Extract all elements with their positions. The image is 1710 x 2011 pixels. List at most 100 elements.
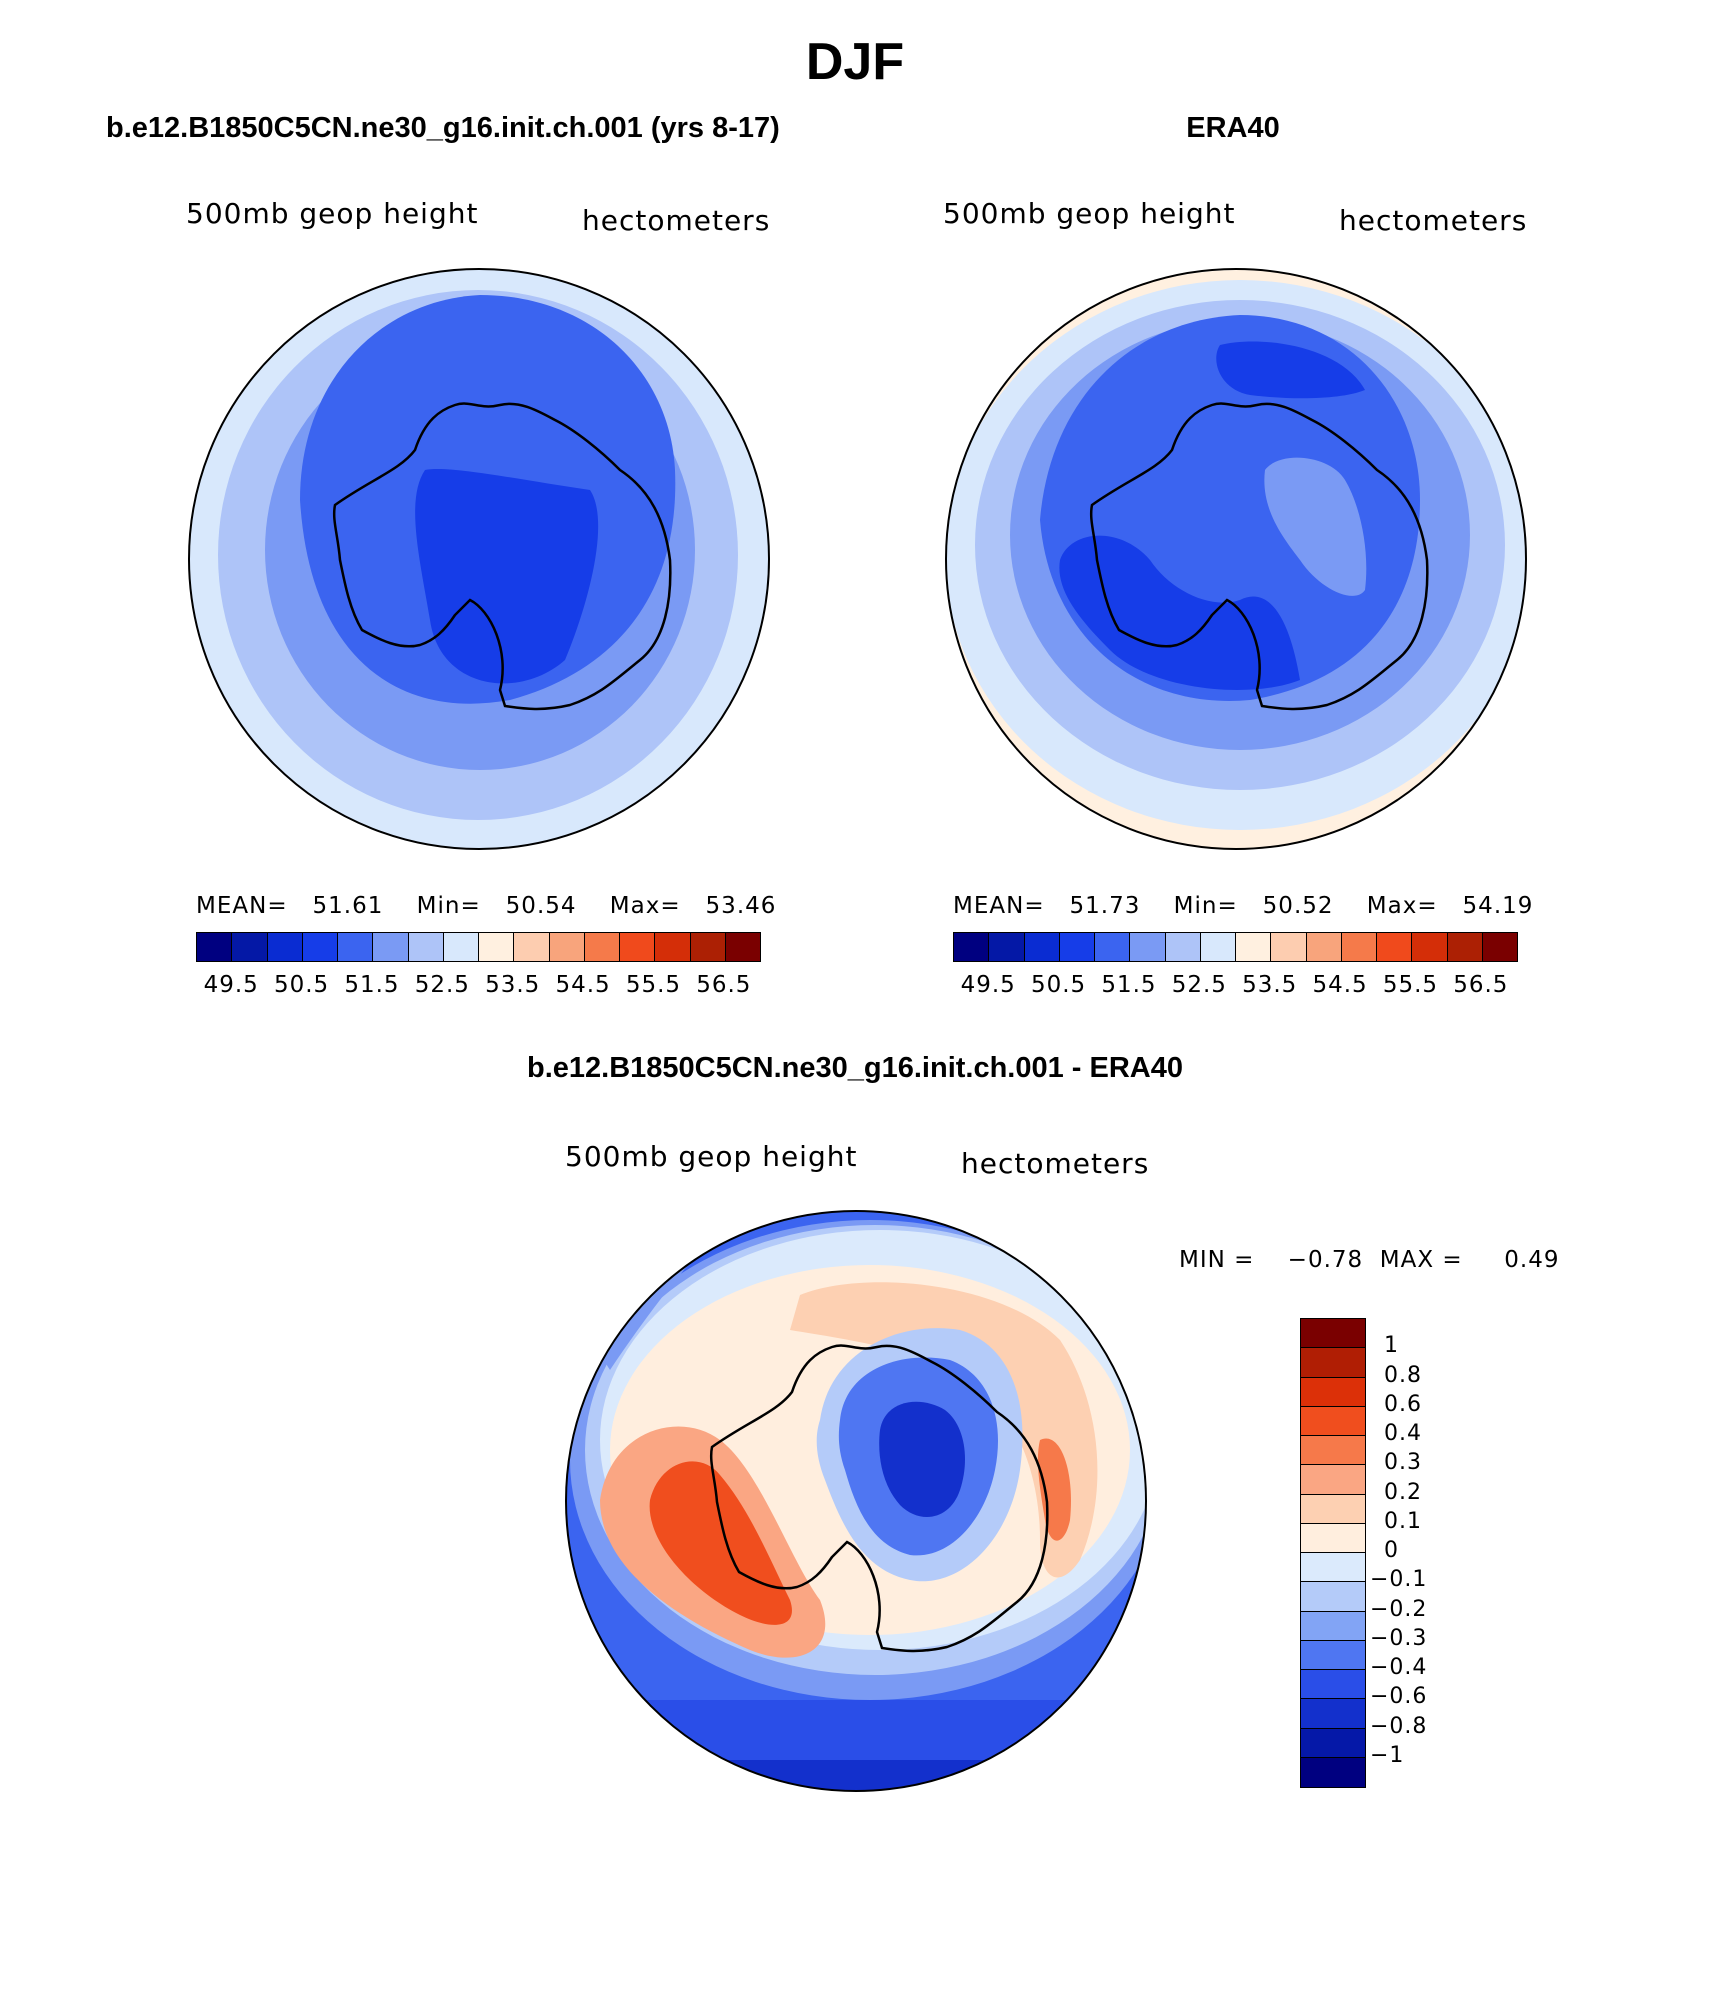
colorbar-panel1 [196, 932, 761, 962]
max-value: 54.19 [1462, 893, 1534, 919]
colorbar-tick-label: 0.4 [1384, 1421, 1422, 1446]
colorbar-swatch [1301, 1494, 1365, 1524]
diff-contour--0.2 [585, 1225, 1146, 1675]
panel2-variable-label: 500mb geop height [943, 197, 1236, 230]
map-boundary-panel1 [188, 268, 770, 850]
colorbar-panel1-labels: 49.5 50.5 51.5 52.5 53.5 54.5 55.5 56.5 [196, 972, 759, 1002]
colorbar-swatch [338, 933, 374, 961]
colorbar-swatch [1377, 933, 1413, 961]
panel2-units-label: hectometers [1339, 204, 1528, 237]
colorbar-swatch [1301, 1582, 1365, 1612]
contour-52.5 [975, 300, 1505, 790]
colorbar-swatch [1301, 1757, 1365, 1787]
colorbar-panel2 [953, 932, 1518, 962]
colorbar-swatch [1447, 933, 1483, 961]
colorbar-swatch [1236, 933, 1272, 961]
colorbar-tick-label: 51.5 [1101, 972, 1157, 998]
colorbar-tick-label: −0.2 [1370, 1596, 1428, 1622]
diff-contour--0.1 [600, 1230, 1146, 1650]
diff-contour--0.2-center [816, 1328, 1023, 1582]
colorbar-tick-label: 0.3 [1384, 1450, 1422, 1476]
colorbar-swatch [1200, 933, 1236, 961]
mean-label: MEAN= [953, 893, 1045, 919]
panel1-units-label: hectometers [582, 204, 771, 237]
colorbar-swatch [1095, 933, 1131, 961]
colorbar-swatch [1301, 1319, 1365, 1349]
colorbar-swatch [1301, 1523, 1365, 1553]
colorbar-swatch [1301, 1465, 1365, 1495]
colorbar-swatch [1024, 933, 1060, 961]
colorbar-tick-label: 0.2 [1384, 1479, 1422, 1505]
colorbar-tick-label: 52.5 [1171, 972, 1227, 998]
colorbar-swatch [1301, 1670, 1365, 1700]
colorbar-swatch [989, 933, 1025, 961]
colorbar-tick-label: 50.5 [1030, 972, 1087, 998]
max-label: MAX = [1379, 1247, 1463, 1273]
diff-contour--0.4-center [838, 1357, 998, 1556]
min-label: MIN = [1179, 1247, 1255, 1273]
panel1-stats: MEAN= 51.61 Min= 50.54 Max= 53.46 [196, 893, 776, 919]
colorbar-swatch [1301, 1406, 1365, 1436]
colorbar-tick-label: 0.8 [1384, 1362, 1422, 1388]
colorbar-swatch [620, 933, 656, 961]
panel3-stats: MIN = −0.78 MAX = 0.49 [1179, 1247, 1559, 1273]
colorbar-tick-label: −1 [1370, 1742, 1405, 1768]
colorbar-tick-label: 1 [1384, 1333, 1399, 1359]
colorbar-tick-label: −0.6 [1370, 1684, 1428, 1710]
diff-contour-0.4-west [649, 1461, 792, 1625]
max-value: 53.46 [705, 893, 777, 919]
contour-52.0 [1010, 320, 1470, 750]
mean-value: 51.61 [312, 893, 384, 919]
colorbar-swatch [1059, 933, 1095, 961]
panel3-variable-label: 500mb geop height [565, 1140, 858, 1173]
colorbar-swatch [954, 933, 990, 961]
colorbar-swatch [479, 933, 515, 961]
colorbar-tick-label: −0.3 [1370, 1625, 1428, 1651]
colorbar-tick-label: 54.5 [555, 972, 611, 998]
contour-51.0 [300, 295, 676, 704]
colorbar-tick-label: 49.5 [203, 972, 259, 998]
colorbar-tick-label: 54.5 [1312, 972, 1368, 998]
colorbar-tick-label: 55.5 [1382, 972, 1439, 998]
contour-51.5 [265, 330, 695, 770]
colorbar-panel3-labels: 1 0.8 0.6 0.4 0.3 0.2 0.1 0 −0.1 −0.2 −0.3 −0.4 −0.6… [1370, 1318, 1484, 1786]
colorbar-swatch [302, 933, 338, 961]
colorbar-swatch [373, 933, 409, 961]
panel1-variable-label: 500mb geop height [186, 197, 479, 230]
mean-value: 51.73 [1069, 893, 1141, 919]
mean-label: MEAN= [196, 893, 288, 919]
contour-53.5 [946, 270, 1526, 849]
colorbar-swatch [1341, 933, 1377, 961]
max-label: Max= [609, 893, 681, 919]
colorbar-swatch [443, 933, 479, 961]
colorbar-swatch [584, 933, 620, 961]
panel2-stats: MEAN= 51.73 Min= 50.52 Max= 54.19 [953, 893, 1533, 919]
colorbar-swatch [1482, 933, 1517, 961]
colorbar-swatch [725, 933, 760, 961]
colorbar-panel2-labels: 49.5 50.5 51.5 52.5 53.5 54.5 55.5 56.5 [953, 972, 1516, 1002]
min-label: Min= [416, 893, 481, 919]
colorbar-swatch [232, 933, 268, 961]
colorbar-tick-label: −0.1 [1370, 1567, 1428, 1593]
contour-51.0-north [1216, 341, 1365, 399]
min-value: −0.78 [1287, 1247, 1364, 1273]
diff-contour-0.3-east [1037, 1438, 1071, 1541]
colorbar-swatch [1301, 1728, 1365, 1758]
panel3-units-label: hectometers [961, 1147, 1150, 1180]
diff-contour--0.3 [570, 1220, 1146, 1700]
colorbar-panel3 [1300, 1318, 1366, 1788]
colorbar-tick-label: 50.5 [273, 972, 330, 998]
colorbar-swatch [1301, 1699, 1365, 1729]
colorbar-swatch [514, 933, 550, 961]
contour-51.0-south [1059, 535, 1300, 690]
antarctica-coastline-panel3 [709, 1344, 1049, 1653]
diff-contour--0.6-center [879, 1401, 965, 1517]
colorbar-swatch [1301, 1553, 1365, 1583]
colorbar-tick-label: 0.1 [1384, 1508, 1422, 1534]
colorbar-swatch [1271, 933, 1307, 961]
panel2-title: ERA40 [1186, 112, 1280, 144]
max-label: Max= [1366, 893, 1438, 919]
contour-50.5 [415, 469, 599, 684]
diff-contour--0.4-south [566, 1700, 1146, 1791]
max-value: 0.49 [1504, 1247, 1560, 1273]
